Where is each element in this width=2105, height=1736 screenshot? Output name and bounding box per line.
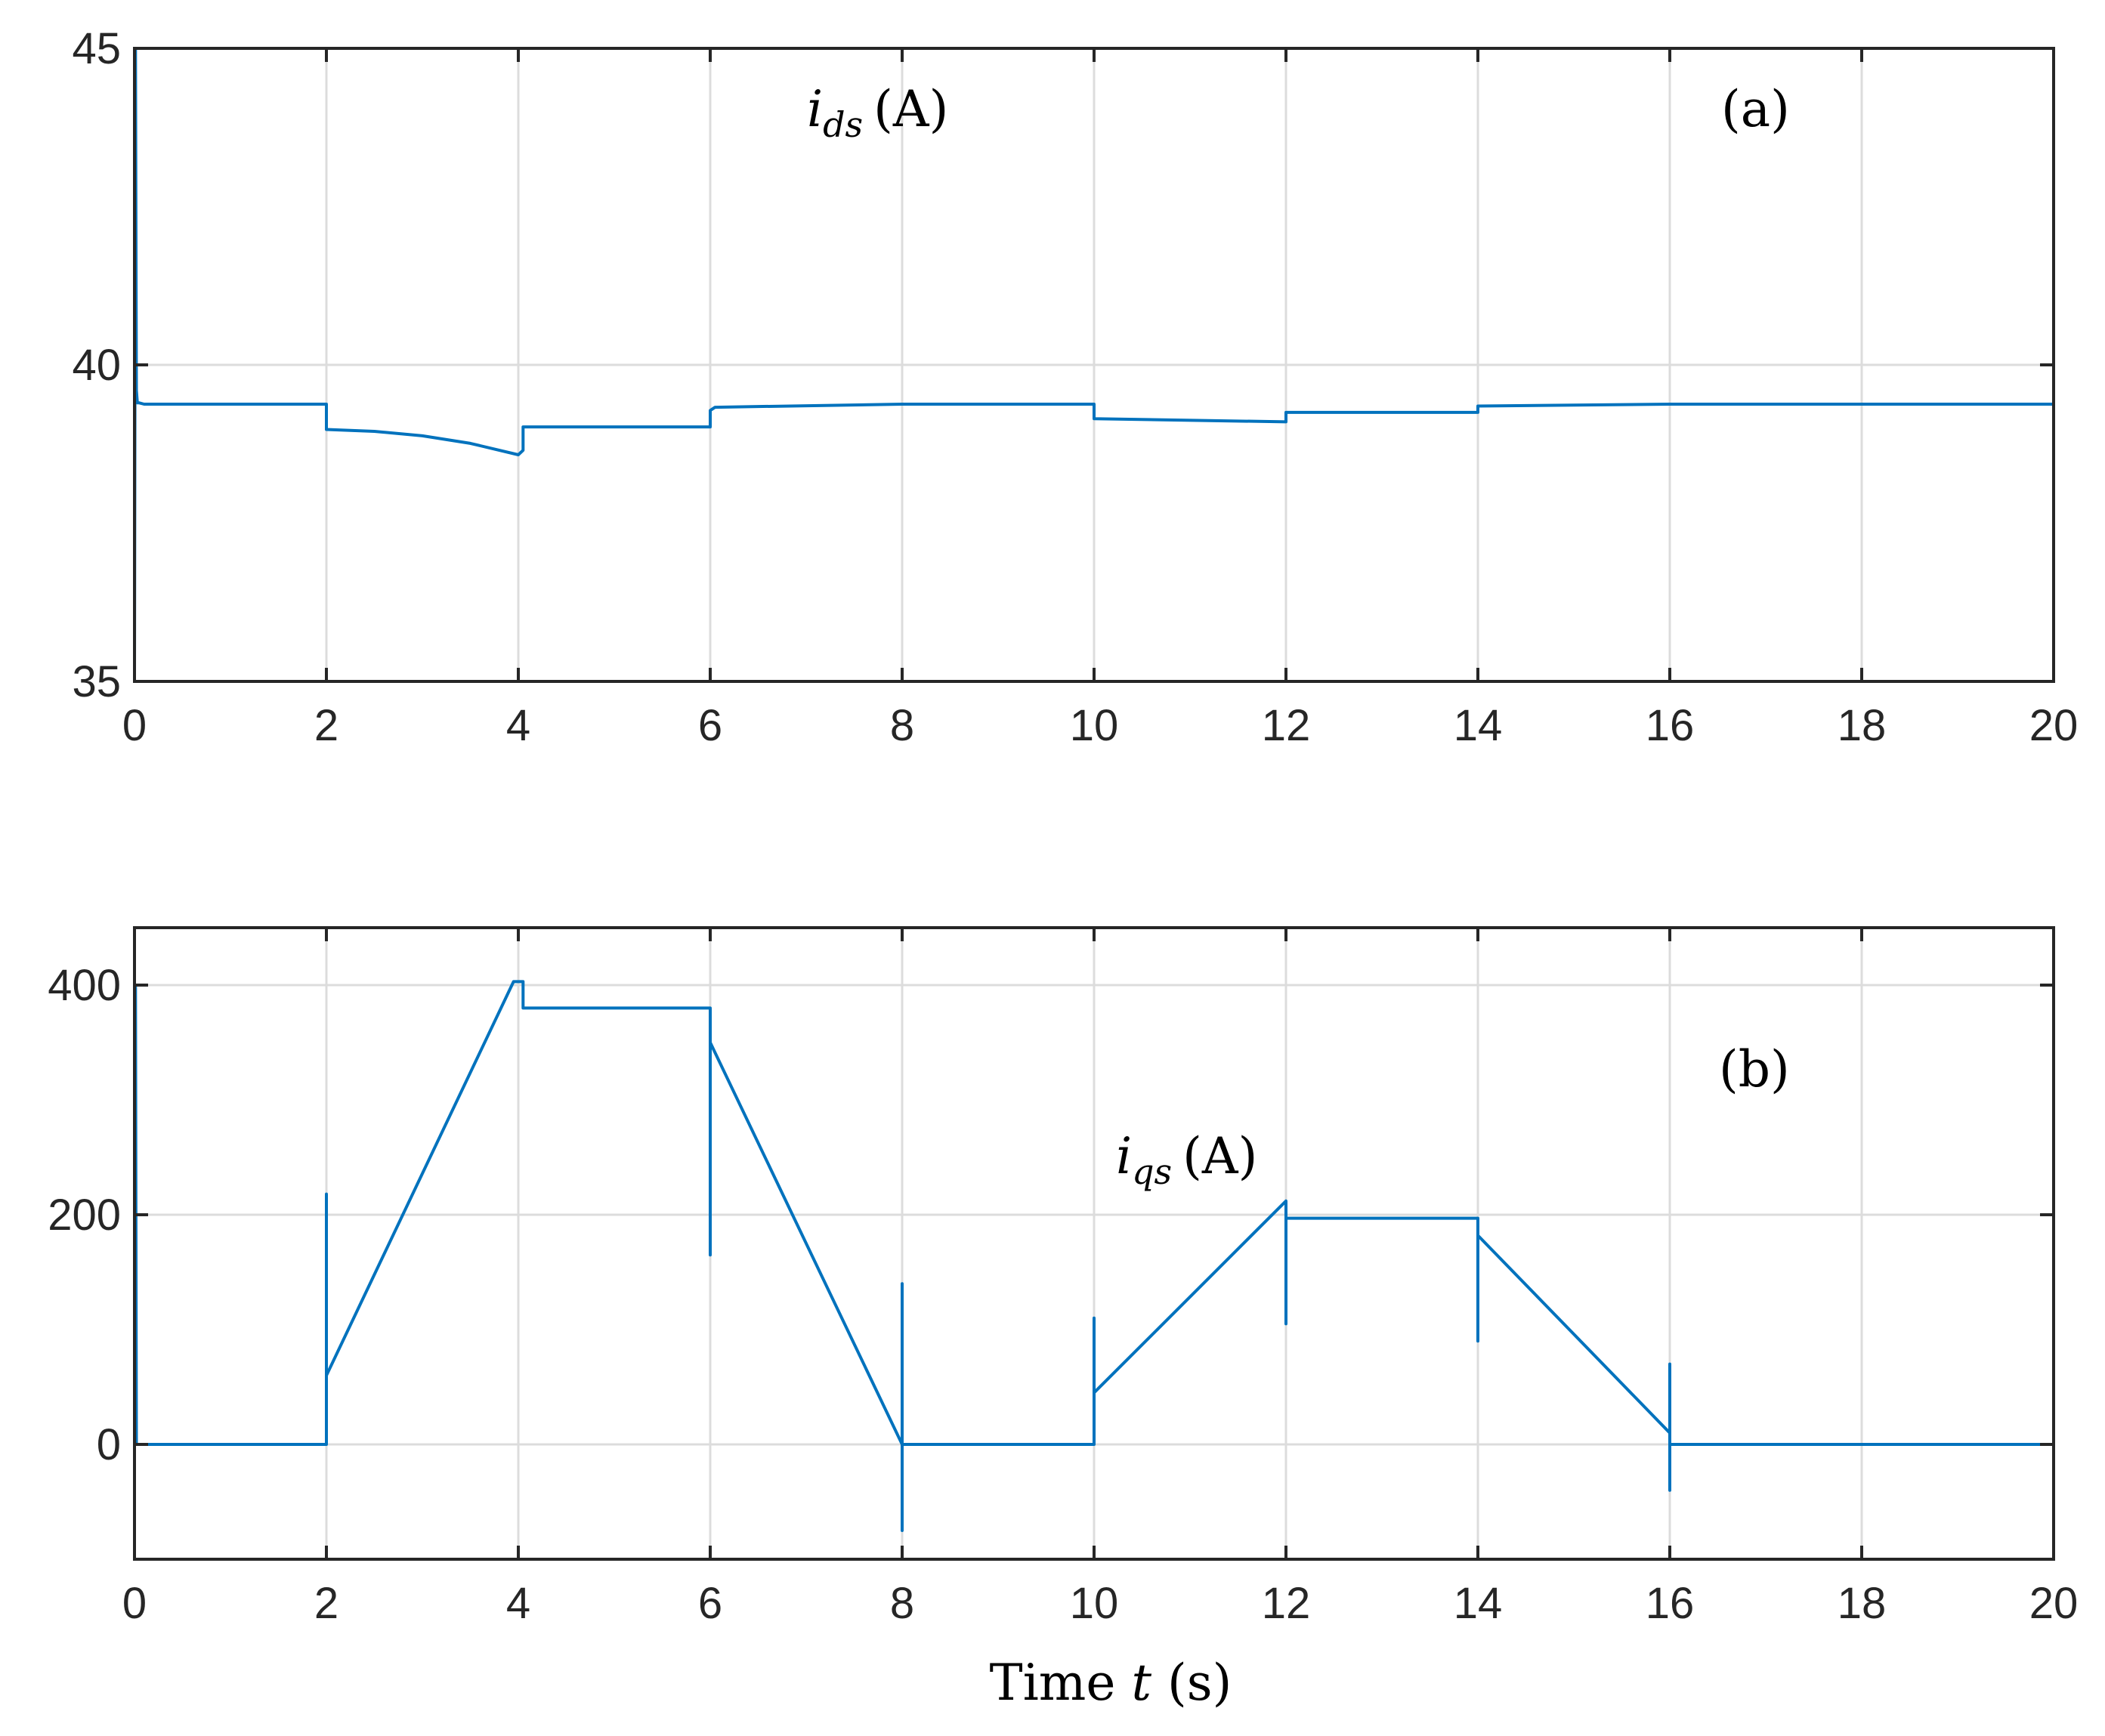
panel-a-x-tick-label: 20 (2029, 701, 2079, 750)
panel-a-y-tick-label: 40 (72, 341, 121, 390)
panel-b-x-tick-label: 6 (698, 1579, 722, 1628)
panel-b-x-tick-label: 20 (2029, 1579, 2079, 1628)
panel-b-x-tick-label: 0 (122, 1579, 147, 1628)
panel-a-label: (a) (1721, 80, 1790, 138)
panel-a-x-tick-label: 8 (890, 701, 914, 750)
panel-a-x-tick-label: 16 (1646, 701, 1695, 750)
panel-b-x-tick-label: 18 (1838, 1579, 1887, 1628)
panel-b-y-tick-label: 400 (48, 961, 121, 1010)
panel-b-x-tick-label: 10 (1070, 1579, 1119, 1628)
panel-b-x-tick-label: 16 (1646, 1579, 1695, 1628)
panel-b-x-tick-label: 8 (890, 1579, 914, 1628)
panel-a-ids: 0 2 4 6 8 10 12 14 16 18 20 35 40 45 ids (A) (a) (72, 24, 2078, 750)
panel-b-x-tick-label: 4 (506, 1579, 530, 1628)
panel-b-label: (b) (1719, 1040, 1790, 1098)
panel-a-series-line (133, 47, 2054, 682)
panel-a-x-tick-label: 10 (1070, 701, 1119, 750)
panel-b-x-tick-label: 14 (1454, 1579, 1503, 1628)
panel-b-series (133, 980, 2054, 1532)
panel-b-series-label: iqs (A) (1116, 1127, 1257, 1192)
panel-a-ticks (133, 47, 2055, 683)
panel-a-x-tick-label: 18 (1838, 701, 1887, 750)
panel-a-y-tick-label: 35 (72, 657, 121, 706)
panel-a-x-tick-label: 4 (506, 701, 530, 750)
panel-b-series-line (133, 980, 2054, 1532)
panel-a-x-tick-label: 2 (314, 701, 338, 750)
x-axis-label: Time t (s) (990, 1654, 1232, 1712)
panel-a-x-tick-label: 6 (698, 701, 722, 750)
panel-b-ticks (133, 928, 2055, 1559)
panel-a-x-tick-label: 0 (122, 701, 147, 750)
panel-a-series (133, 47, 2054, 682)
panel-a-y-tick-label: 45 (72, 24, 121, 73)
panel-a-series-label: ids (A) (807, 80, 948, 145)
panel-b-x-tick-label: 2 (314, 1579, 338, 1628)
panel-a-x-tick-label: 12 (1262, 701, 1311, 750)
panel-b-x-tick-label: 12 (1262, 1579, 1311, 1628)
panel-a-x-tick-label: 14 (1454, 701, 1503, 750)
panel-b-y-tick-label: 200 (48, 1191, 121, 1240)
panel-b-y-tick-label: 0 (97, 1420, 121, 1469)
panel-a-tick-labels: 0 2 4 6 8 10 12 14 16 18 20 35 40 45 (72, 24, 2078, 750)
